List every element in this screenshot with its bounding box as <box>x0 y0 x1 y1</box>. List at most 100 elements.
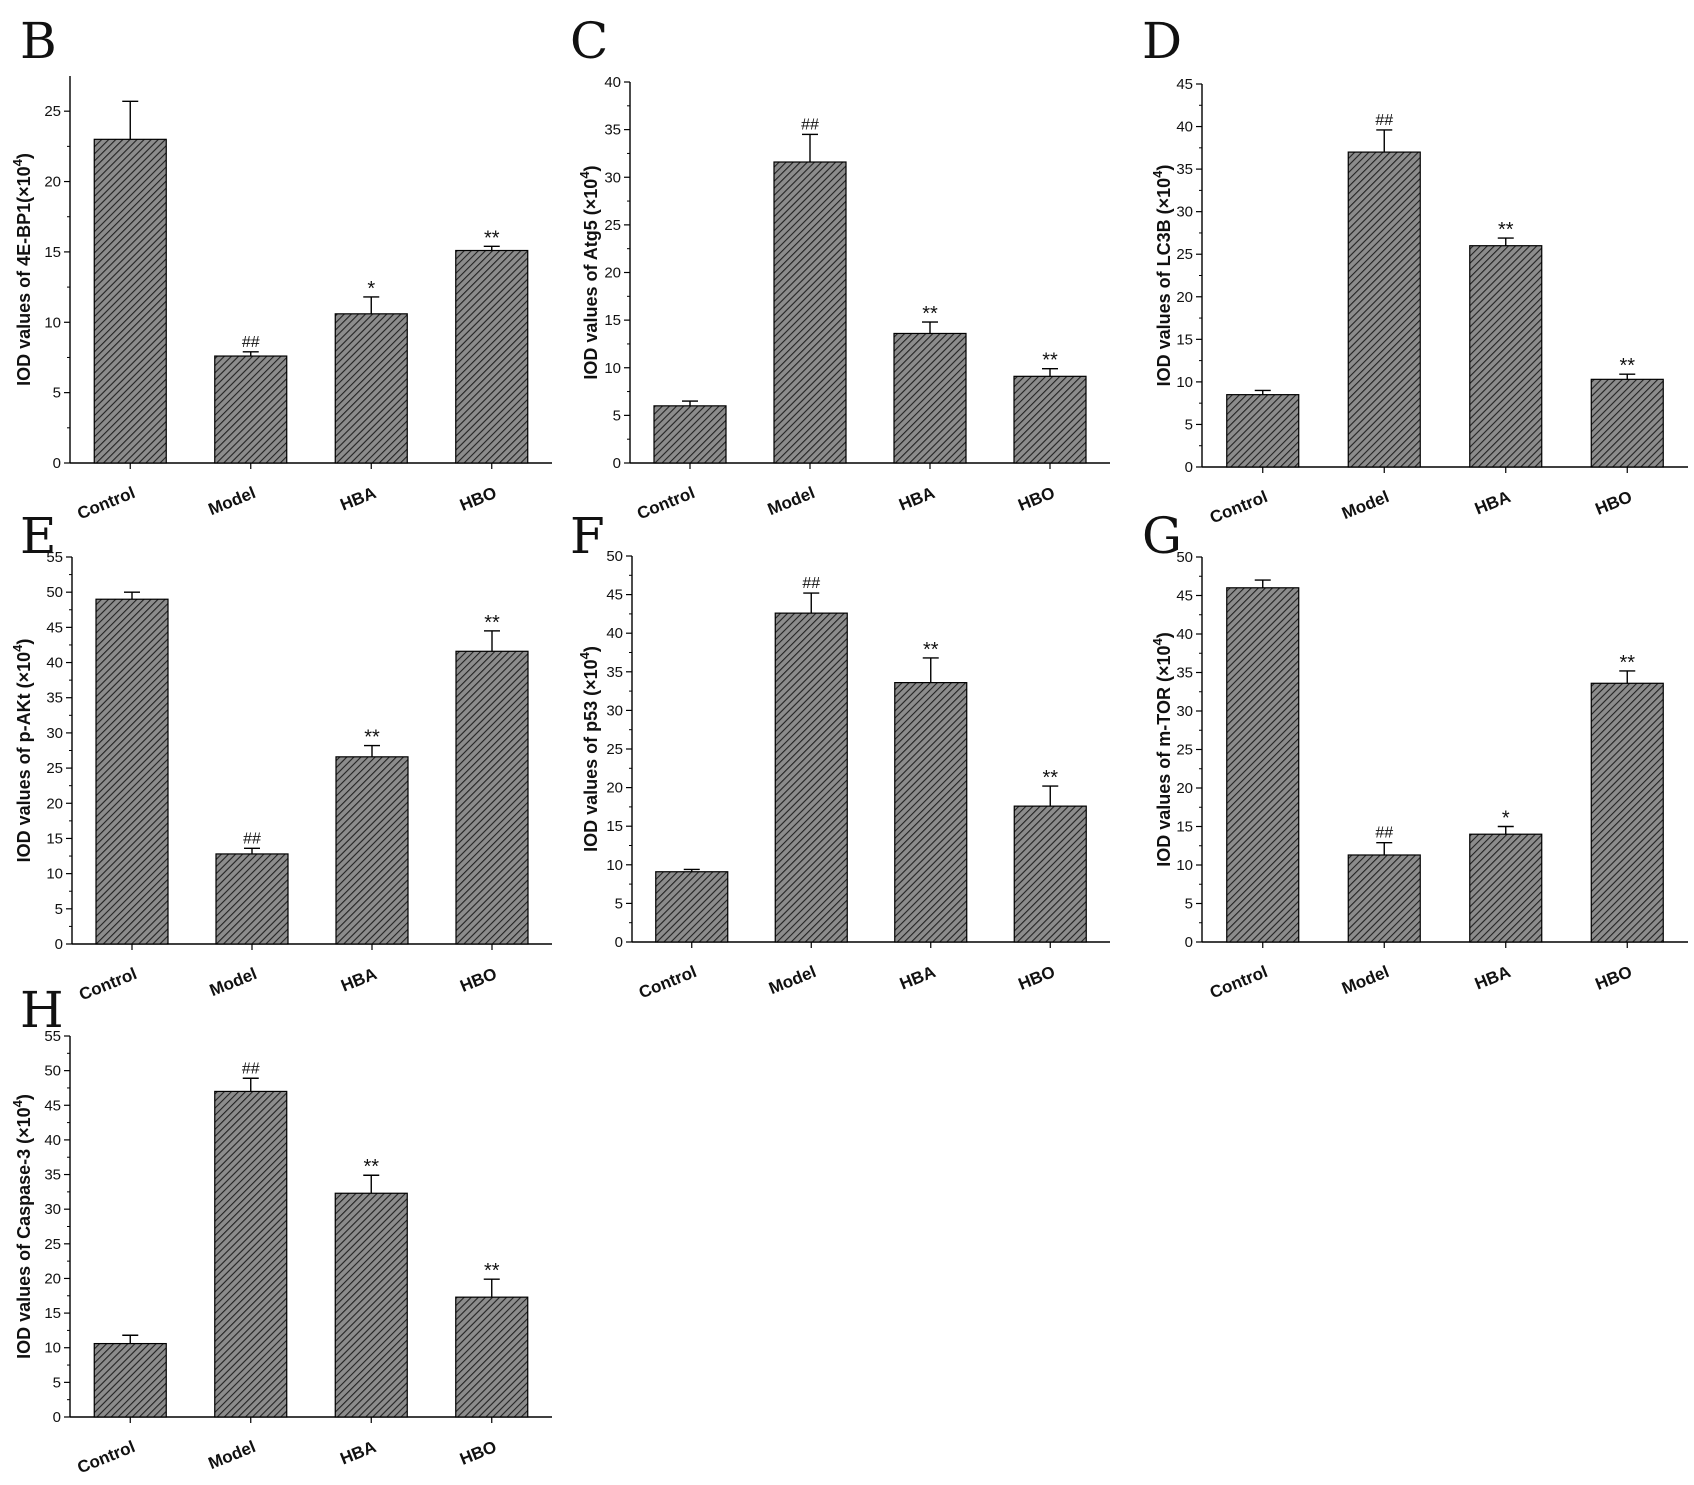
y-tick-label: 15 <box>1176 331 1193 348</box>
significance-marker: ** <box>1619 355 1635 377</box>
y-tick-label: 25 <box>1176 246 1193 263</box>
significance-marker: ** <box>364 727 380 749</box>
y-tick-label: 35 <box>604 122 621 139</box>
bar-hbo <box>1590 682 1664 943</box>
y-axis-title-exponent: 4 <box>577 171 592 179</box>
category-label: Control <box>634 483 697 523</box>
category-label: Model <box>1339 962 1392 998</box>
y-tick-label: 10 <box>44 314 61 331</box>
y-tick-label: 20 <box>604 265 621 282</box>
category-label: Model <box>206 1437 259 1473</box>
y-axis-title: IOD values of Caspase-3 (×104) <box>10 1094 34 1359</box>
y-axis-title-text: IOD values of Caspase-3 (×10 <box>14 1107 34 1359</box>
y-tick-label: 0 <box>1185 459 1193 476</box>
y-tick-label: 10 <box>1176 857 1193 874</box>
panel-letter: B <box>20 12 57 70</box>
category-label: Model <box>206 483 259 519</box>
y-tick-label: 15 <box>44 244 61 261</box>
significance-marker: ## <box>1375 825 1393 842</box>
y-axis-title-exponent: 4 <box>1150 170 1165 178</box>
panel-letter: C <box>570 12 608 70</box>
y-tick-label: 50 <box>46 584 63 601</box>
y-tick-label: 5 <box>53 1374 61 1391</box>
bar-hba <box>894 682 968 943</box>
category-label: HBA <box>337 483 378 514</box>
chart-panel-d: D 0 5 10 15 20 25 30 35 40 45 Control ## Model ** HBA **… <box>1142 12 1688 527</box>
y-axis-title: IOD values of LC3B (×104) <box>1150 165 1174 387</box>
y-tick-label: 25 <box>46 760 63 777</box>
y-tick-label: 45 <box>606 587 623 604</box>
bar-hba <box>1469 833 1543 943</box>
y-tick-label: 35 <box>1176 161 1193 178</box>
y-tick-label: 35 <box>46 690 63 707</box>
chart-panel-f: F 0 5 10 15 20 25 30 35 40 45 50 Control ## Model ** HBA… <box>570 507 1110 1002</box>
chart-panel-e: E 0 5 10 15 20 25 30 35 40 45 50 55 Control ## Model ** H… <box>10 507 552 1004</box>
y-axis-title: IOD values of 4E-BP1(×104) <box>10 153 34 386</box>
category-label: Control <box>76 964 139 1004</box>
category-label: Model <box>766 962 819 998</box>
y-tick-label: 40 <box>44 1132 61 1149</box>
significance-marker: ## <box>243 830 261 847</box>
y-tick-label: 45 <box>1176 588 1193 605</box>
bar-hbo <box>1590 378 1664 468</box>
y-tick-label: 20 <box>44 174 61 191</box>
y-tick-label: 10 <box>604 360 621 377</box>
y-tick-label: 5 <box>615 895 623 912</box>
significance-marker: ** <box>484 1260 500 1282</box>
bar-hbo <box>455 249 529 464</box>
y-axis-title: IOD values of p53 (×104) <box>577 646 601 852</box>
y-tick-label: 50 <box>44 1063 61 1080</box>
bar-control <box>95 598 169 945</box>
category-label: Model <box>207 964 260 1000</box>
significance-marker: ** <box>1042 350 1058 372</box>
y-tick-label: 0 <box>53 1409 61 1426</box>
y-tick-label: 45 <box>46 619 63 636</box>
y-tick-label: 50 <box>1176 549 1193 566</box>
bar-control <box>93 138 167 464</box>
significance-marker: ** <box>484 227 500 249</box>
category-label: HBA <box>1472 487 1513 518</box>
significance-marker: ## <box>242 1060 260 1077</box>
y-tick-label: 30 <box>46 725 63 742</box>
panel-letter: F <box>570 507 605 565</box>
y-tick-label: 5 <box>55 901 63 918</box>
significance-marker: ## <box>242 334 260 351</box>
category-label: HBO <box>457 483 499 515</box>
y-tick-label: 55 <box>44 1028 61 1045</box>
y-tick-label: 15 <box>604 312 621 329</box>
y-tick-label: 10 <box>1176 374 1193 391</box>
y-tick-label: 5 <box>1185 416 1193 433</box>
y-tick-label: 10 <box>44 1340 61 1357</box>
y-axis-title-exponent: 4 <box>10 158 25 166</box>
bar-model <box>773 161 847 464</box>
y-tick-label: 15 <box>44 1305 61 1322</box>
bar-hba <box>335 756 409 945</box>
y-tick-label: 30 <box>1176 703 1193 720</box>
y-tick-label: 5 <box>1185 896 1193 913</box>
category-label: HBA <box>338 964 379 995</box>
y-tick-label: 15 <box>1176 819 1193 836</box>
y-tick-label: 40 <box>604 74 621 91</box>
y-tick-label: 45 <box>1176 76 1193 93</box>
y-tick-label: 20 <box>1176 289 1193 306</box>
significance-marker: ** <box>922 303 938 325</box>
bar-hba <box>334 1192 408 1418</box>
category-label: HBO <box>1015 483 1057 515</box>
y-axis-title-text: IOD values of m-TOR (×10 <box>1154 646 1174 867</box>
bar-hbo <box>455 1296 529 1418</box>
chart-panel-b: B 0 5 10 15 20 25 Control ## Model * HBA ** HBO IOD va… <box>10 12 552 523</box>
category-label: HBO <box>1593 487 1635 519</box>
y-tick-label: 25 <box>44 1236 61 1253</box>
y-tick-label: 20 <box>46 795 63 812</box>
y-tick-label: 15 <box>606 818 623 835</box>
significance-marker: ** <box>1042 767 1058 789</box>
category-label: HBA <box>897 962 938 993</box>
y-axis-title-text: IOD values of p-AKt (×10 <box>14 652 34 863</box>
significance-marker: * <box>367 278 375 300</box>
y-tick-label: 40 <box>1176 626 1193 643</box>
y-tick-label: 25 <box>606 741 623 758</box>
category-label: HBO <box>1016 962 1058 994</box>
bar-hbo <box>1013 375 1087 464</box>
panel-letter: G <box>1142 507 1182 565</box>
